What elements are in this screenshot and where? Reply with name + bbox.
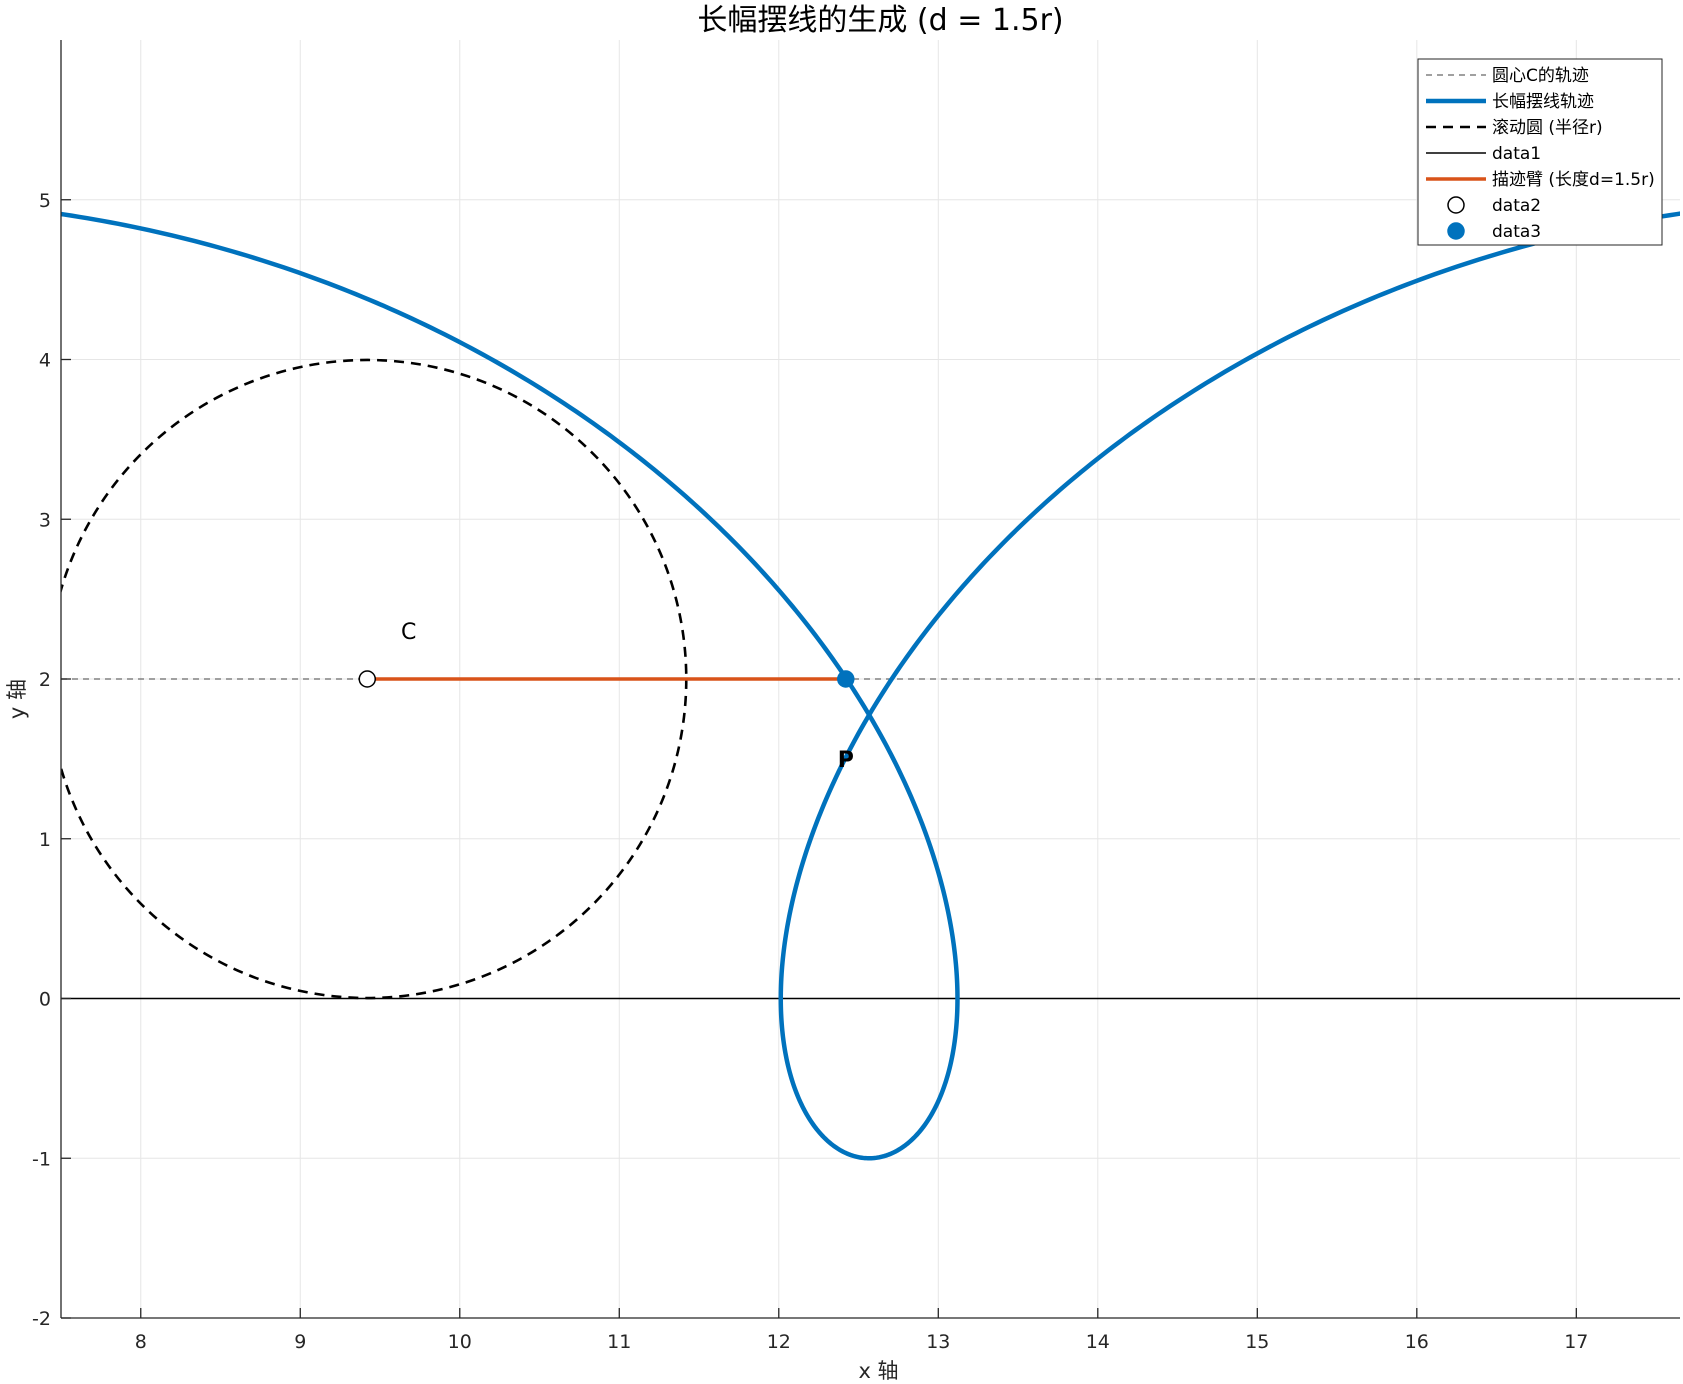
x-tick-label: 11	[607, 1331, 631, 1353]
y-tick-label: 0	[39, 989, 51, 1011]
legend-label: 长幅摆线轨迹	[1492, 92, 1594, 112]
center-marker	[358, 670, 377, 688]
y-tick-label: 5	[39, 190, 51, 212]
y-tick-label: 2	[39, 669, 51, 691]
y-tick-label: -1	[32, 1148, 51, 1170]
x-tick-label: 14	[1086, 1331, 1110, 1353]
legend-label: 描迹臂 (长度d=1.5r)	[1492, 170, 1655, 190]
x-tick-label: 15	[1245, 1331, 1269, 1353]
y-tick-label: -2	[32, 1308, 51, 1330]
trochoid-line	[61, 211, 1680, 1161]
x-tick-label: 8	[135, 1331, 147, 1353]
legend-label: 圆心C的轨迹	[1492, 66, 1589, 86]
legend-label: data1	[1492, 144, 1541, 164]
annotation-c: C	[401, 620, 416, 645]
plot-series	[61, 211, 1680, 1161]
x-tick-label: 12	[767, 1331, 791, 1353]
legend-swatch	[1447, 222, 1465, 240]
x-tick-label: 16	[1405, 1331, 1429, 1353]
x-tick-label: 17	[1564, 1331, 1588, 1353]
x-axis-label: x 轴	[858, 1359, 898, 1383]
y-tick-label: 3	[39, 509, 51, 531]
point-p-marker	[837, 670, 855, 688]
y-axis-label: y 轴	[5, 679, 29, 719]
x-tick-label: 10	[448, 1331, 472, 1353]
legend-box	[1417, 58, 1663, 246]
legend-swatch	[1447, 196, 1465, 214]
chart-title: 长幅摆线的生成 (d = 1.5r)	[697, 3, 1063, 38]
legend-label: data2	[1492, 196, 1541, 216]
annotation-p: P	[838, 748, 854, 773]
legend-label: 滚动圆 (半径r)	[1492, 118, 1603, 138]
y-tick-label: 1	[39, 829, 51, 851]
x-tick-label: 9	[294, 1331, 306, 1353]
x-tick-label: 13	[926, 1331, 950, 1353]
legend-label: data3	[1492, 222, 1541, 242]
y-tick-label: 4	[39, 350, 51, 372]
